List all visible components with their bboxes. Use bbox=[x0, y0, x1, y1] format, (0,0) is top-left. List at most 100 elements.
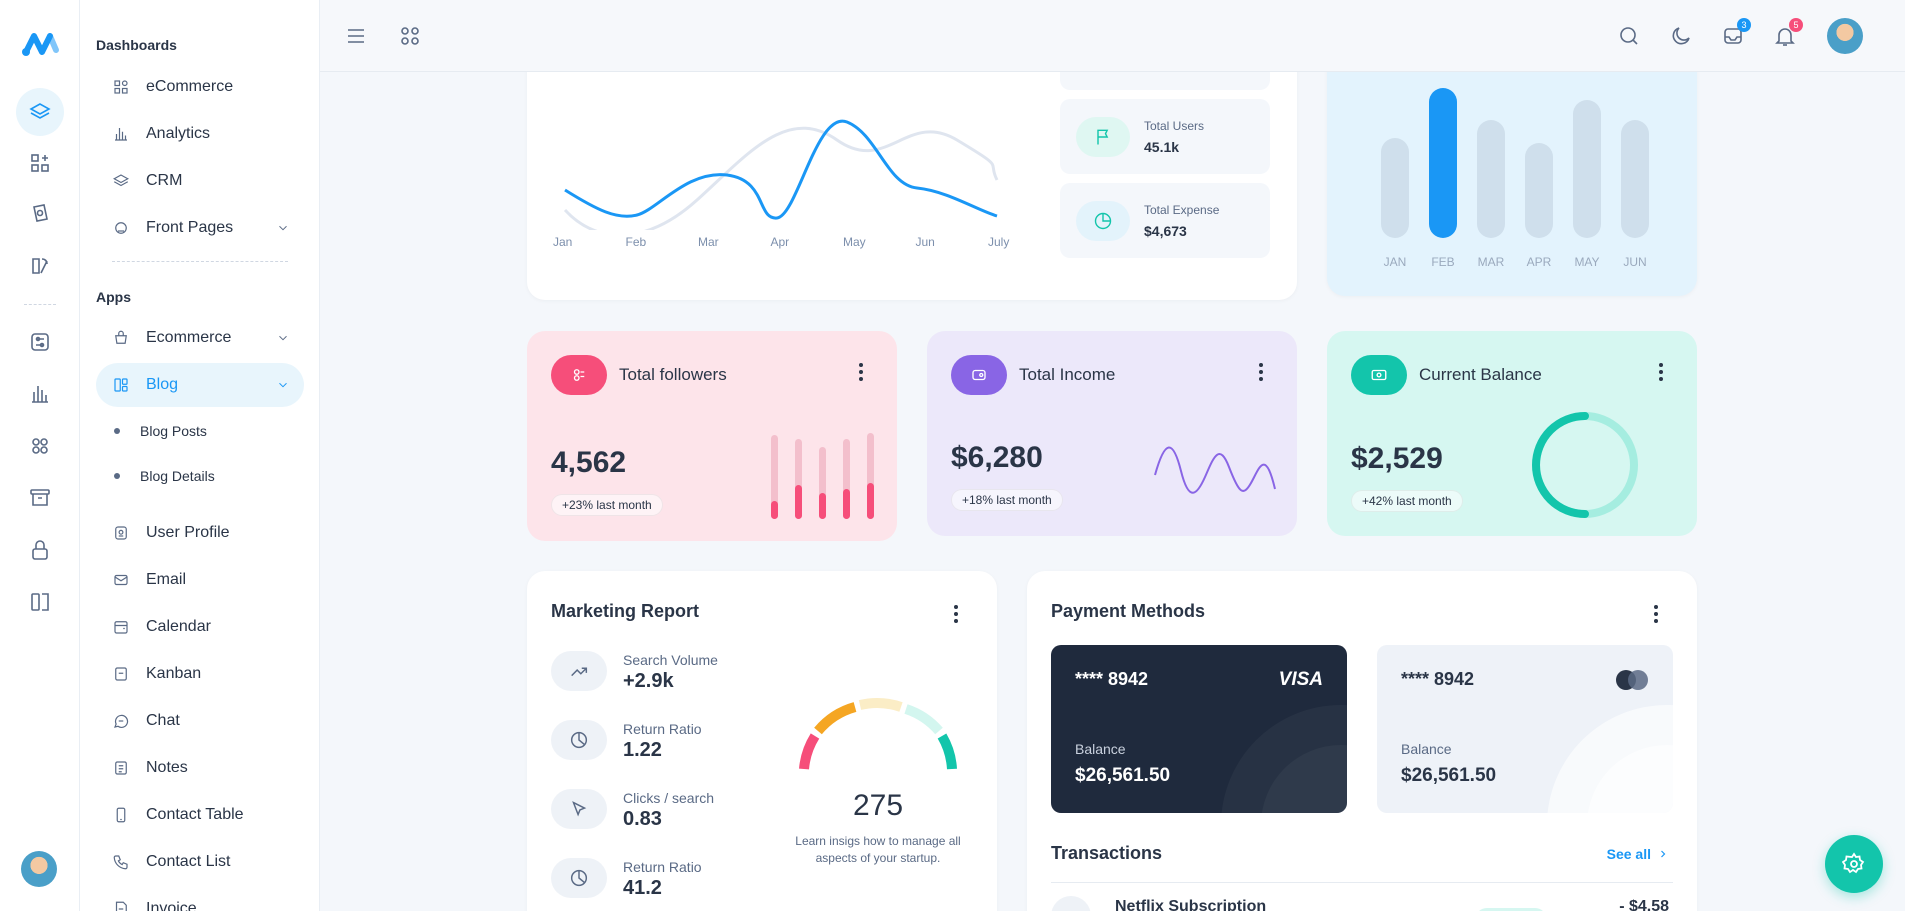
x-tick-label: Jun bbox=[915, 235, 935, 249]
rail-settings-icon[interactable] bbox=[16, 318, 64, 366]
sidebar-item-label: Analytics bbox=[146, 125, 211, 142]
chevron-right-icon bbox=[1661, 850, 1666, 858]
metric-label: Search Volume bbox=[623, 652, 718, 668]
sidebar-item-kanban[interactable]: Kanban bbox=[96, 652, 304, 696]
sidebar-item-invoice[interactable]: Invoice bbox=[96, 887, 304, 911]
sidebar-subitem-blog-details[interactable]: Blog Details bbox=[96, 456, 304, 496]
sidebar-item-contact-list[interactable]: Contact List bbox=[96, 840, 304, 884]
metric-value: +2.9k bbox=[623, 670, 674, 692]
transaction-name: Netflix Subscription bbox=[1115, 898, 1267, 911]
sidebar-item-email[interactable]: Email bbox=[96, 558, 304, 602]
sidebar-item-blog[interactable]: Blog bbox=[96, 363, 304, 407]
mini-bar bbox=[819, 493, 826, 519]
icon-rail bbox=[0, 0, 80, 911]
message-icon bbox=[114, 714, 129, 728]
payment-methods-card: Payment Methods **** 8942 VISA Balance $… bbox=[1027, 571, 1697, 911]
chart-donut-icon bbox=[114, 378, 128, 392]
card-number: **** 8942 bbox=[1401, 669, 1475, 689]
settings-fab-button[interactable] bbox=[1825, 835, 1883, 893]
flag-icon bbox=[1097, 129, 1109, 145]
payment-card-visa[interactable]: **** 8942 VISA Balance $26,561.50 bbox=[1051, 645, 1347, 813]
x-tick-label: Feb bbox=[625, 235, 647, 249]
stat-menu-button[interactable] bbox=[859, 363, 863, 381]
sidebar-item-contact-table[interactable]: Contact Table bbox=[96, 793, 304, 837]
stat-menu-button[interactable] bbox=[1259, 363, 1263, 381]
x-tick-label: JAN bbox=[1384, 255, 1407, 269]
rail-archive-icon[interactable] bbox=[16, 474, 64, 522]
mini-stat-title: Total Expense bbox=[1144, 203, 1220, 217]
stat-title: Total Income bbox=[1019, 365, 1116, 384]
sidebar-subitem-blog-posts[interactable]: Blog Posts bbox=[96, 411, 304, 451]
sidebar-item-chat[interactable]: Chat bbox=[96, 699, 304, 743]
messages-button[interactable]: 3 bbox=[1721, 18, 1751, 48]
metric-label: Clicks / search bbox=[623, 790, 715, 806]
transactions-title: Transactions bbox=[1051, 843, 1163, 863]
sidebar-item-calendar[interactable]: Calendar bbox=[96, 605, 304, 649]
card-decoration bbox=[1547, 705, 1673, 813]
messages-badge: 3 bbox=[1737, 18, 1751, 32]
payment-card-mastercard[interactable]: **** 8942 Balance $26,561.50 bbox=[1377, 645, 1673, 813]
apps-button[interactable] bbox=[398, 24, 422, 48]
stat-value: 4,562 bbox=[551, 446, 627, 479]
series-line-secondary bbox=[563, 126, 999, 230]
trending-up-icon bbox=[571, 667, 588, 677]
bar-jan[interactable] bbox=[1381, 138, 1409, 238]
sidebar-item-ecommerce[interactable]: eCommerce bbox=[96, 65, 304, 109]
metric-icon-wrap bbox=[551, 858, 607, 898]
card-decoration bbox=[1221, 705, 1347, 813]
mini-bar bbox=[867, 483, 874, 519]
rail-avatar[interactable] bbox=[21, 851, 57, 887]
pointer-icon bbox=[572, 801, 587, 817]
rail-forms-icon[interactable] bbox=[16, 242, 64, 290]
sidebar-item-analytics[interactable]: Analytics bbox=[96, 112, 304, 156]
bar-jun[interactable] bbox=[1621, 120, 1649, 238]
transaction-status-badge bbox=[1475, 908, 1547, 911]
mini-stat-icon-wrap bbox=[1076, 117, 1130, 157]
sidebar-item-notes[interactable]: Notes bbox=[96, 746, 304, 790]
sidebar-item-label: Calendar bbox=[146, 618, 211, 635]
monthly-bar-chart: JAN FEB MAR APR MAY JUN bbox=[1381, 88, 1649, 269]
brand-logo-icon[interactable] bbox=[20, 28, 60, 60]
stat-menu-button[interactable] bbox=[1659, 363, 1663, 381]
x-tick-label: Mar bbox=[698, 235, 719, 249]
card-menu-button[interactable] bbox=[954, 605, 958, 623]
sidebar-item-ecommerce-app[interactable]: Ecommerce bbox=[96, 316, 304, 360]
sidebar-item-label: Contact List bbox=[146, 853, 231, 870]
bar-may[interactable] bbox=[1573, 100, 1601, 238]
x-tick-label: APR bbox=[1527, 255, 1552, 269]
shapes-icon bbox=[114, 80, 128, 94]
stat-card-followers: Total followers 4,562 +23% last month bbox=[527, 331, 897, 541]
notifications-badge: 5 bbox=[1789, 18, 1803, 32]
bar-mar[interactable] bbox=[1477, 120, 1505, 238]
rail-charts-icon[interactable] bbox=[16, 370, 64, 418]
sidebar-item-label: Notes bbox=[146, 759, 188, 776]
phone-call-icon bbox=[113, 855, 128, 870]
card-menu-button[interactable] bbox=[1654, 605, 1658, 623]
menu-toggle-button[interactable] bbox=[344, 24, 368, 48]
calendar-icon bbox=[114, 621, 128, 634]
rail-lock-icon[interactable] bbox=[16, 526, 64, 574]
user-avatar[interactable] bbox=[1827, 18, 1863, 54]
theme-toggle-button[interactable] bbox=[1669, 24, 1693, 48]
rail-dashboards-icon[interactable] bbox=[16, 88, 64, 136]
search-icon bbox=[1620, 27, 1638, 45]
sidebar-item-crm[interactable]: CRM bbox=[96, 159, 304, 203]
card-balance-label: Balance bbox=[1401, 741, 1452, 757]
search-button[interactable] bbox=[1617, 24, 1641, 48]
sidebar-item-user-profile[interactable]: User Profile bbox=[96, 511, 304, 555]
rail-pages-icon[interactable] bbox=[16, 190, 64, 238]
rail-layout-icon[interactable] bbox=[16, 578, 64, 626]
bar-feb[interactable] bbox=[1429, 88, 1457, 238]
see-all-link[interactable]: See all bbox=[1607, 846, 1669, 862]
notifications-button[interactable]: 5 bbox=[1773, 18, 1803, 48]
rail-apps-icon[interactable] bbox=[16, 139, 64, 187]
stat-chip: +42% last month bbox=[1351, 490, 1463, 512]
stat-title: Current Balance bbox=[1419, 365, 1542, 384]
metric-value: 41.2 bbox=[623, 877, 662, 899]
bar-apr[interactable] bbox=[1525, 143, 1553, 238]
stat-icon-wrap bbox=[951, 355, 1007, 395]
sidebar-item-label: CRM bbox=[146, 172, 183, 189]
rail-widgets-icon[interactable] bbox=[16, 422, 64, 470]
sidebar-item-front-pages[interactable]: Front Pages bbox=[96, 206, 304, 250]
x-tick-label: May bbox=[843, 235, 866, 249]
